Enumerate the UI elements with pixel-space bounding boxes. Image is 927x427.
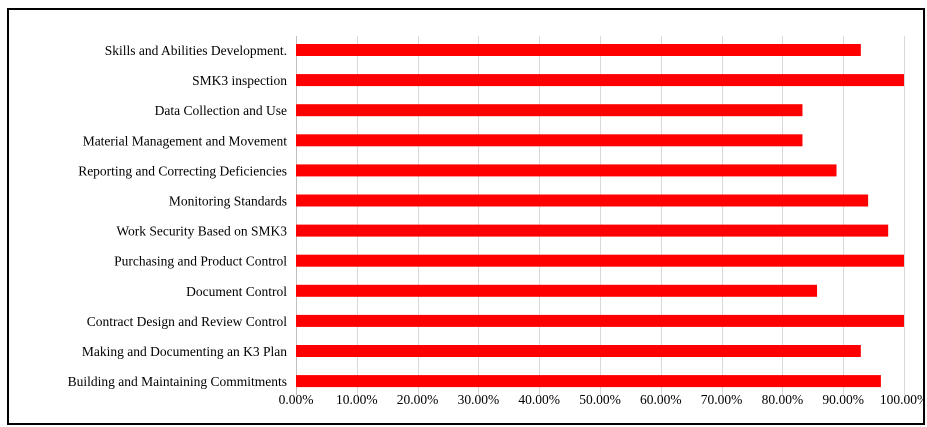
bars (296, 44, 904, 388)
bar (296, 104, 803, 117)
bar (296, 194, 869, 207)
x-tick-labels: 0.00% 10.00% 20.00% 30.00% 40.00% 50.00% 60.00… (279, 392, 923, 407)
category-label: Making and Documenting an K3 Plan (82, 344, 287, 359)
gridlines (296, 36, 905, 396)
x-tick-label: 60.00% (640, 392, 682, 407)
x-tick-label: 80.00% (762, 392, 804, 407)
category-label: Document Control (186, 284, 287, 299)
category-label: Reporting and Correcting Deficiencies (78, 163, 287, 178)
chart-frame: Skills and Abilities Development. SMK3 in… (7, 8, 925, 425)
x-tick-label: 10.00% (336, 392, 378, 407)
bar (296, 134, 803, 147)
category-label: Material Management and Movement (83, 133, 288, 148)
x-tick-label: 50.00% (579, 392, 621, 407)
bar (296, 224, 889, 237)
bar (296, 375, 881, 388)
x-tick-label: 30.00% (458, 392, 500, 407)
bar (296, 314, 904, 327)
x-tick-label: 100.00% (880, 392, 923, 407)
category-label: Skills and Abilities Development. (105, 43, 287, 58)
bar (296, 44, 861, 56)
x-tick-label: 40.00% (518, 392, 560, 407)
x-tick-label: 0.00% (279, 392, 314, 407)
x-tick-label: 70.00% (701, 392, 743, 407)
category-label: Work Security Based on SMK3 (116, 224, 287, 239)
category-label: Monitoring Standards (169, 194, 287, 209)
category-label: Contract Design and Review Control (87, 314, 287, 329)
category-label: Purchasing and Product Control (114, 254, 287, 269)
bar (296, 164, 837, 177)
category-label: SMK3 inspection (192, 73, 287, 88)
bar (296, 74, 904, 87)
category-label: Building and Maintaining Commitments (68, 374, 287, 389)
bar (296, 345, 861, 357)
category-labels: Skills and Abilities Development. SMK3 in… (68, 43, 288, 389)
x-tick-label: 90.00% (822, 392, 864, 407)
bar (296, 284, 818, 297)
bar (296, 254, 904, 267)
bar-chart: Skills and Abilities Development. SMK3 in… (68, 36, 923, 407)
x-tick-label: 20.00% (397, 392, 439, 407)
category-label: Data Collection and Use (155, 103, 287, 118)
